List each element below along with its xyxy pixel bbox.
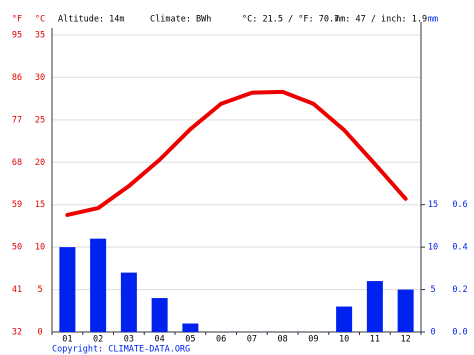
precip-bar [397,289,414,332]
y-tick-label: 20 [35,158,45,168]
inch-tick-label: 0.6 [452,200,467,210]
inch-tick-label: 0.0 [452,328,467,338]
mm-axis-label: mm [428,15,438,25]
c-axis-label: °C [35,15,45,25]
temp-line [65,89,408,217]
precip-bar [120,272,137,332]
x-tick-label: 10 [339,335,349,345]
x-tick-label: 11 [370,335,380,345]
f-tick-label: 50 [12,243,22,253]
y-tick-label: 10 [35,243,45,253]
y-tick-label: 0 [37,328,42,338]
f-tick-label: 32 [12,328,22,338]
temp-average: °C: 21.5 / °F: 70.7 [242,15,339,25]
inch-tick-label: 0.4 [452,243,467,253]
x-tick-label: 01 [62,335,72,345]
climate: Climate: BWh [150,15,211,25]
y2-tick-label: 15 [428,200,438,210]
precip-bar [182,323,199,332]
f-tick-label: 41 [12,285,22,295]
f-tick-label: 95 [12,31,22,41]
y-tick-label: 30 [35,73,45,83]
y-tick-label: 25 [35,115,45,125]
x-tick-label: 12 [401,335,411,345]
y2-tick-label: 5 [430,285,435,295]
y-tick-label: 5 [37,285,42,295]
f-axis-label: °F [12,15,22,25]
inch-tick-label: 0.2 [452,285,467,295]
x-tick-label: 05 [185,335,195,345]
precip-bar [151,298,168,332]
precip-bar [59,247,76,332]
precip-total: mm: 47 / inch: 1.9 [335,15,427,25]
precip-bar [366,281,383,332]
y-tick-label: 15 [35,200,45,210]
precip-bar [90,238,107,332]
x-tick-label: 03 [124,335,134,345]
f-tick-label: 68 [12,158,22,168]
x-tick-label: 02 [93,335,103,345]
y2-tick-label: 10 [428,243,438,253]
precip-bar [336,306,353,332]
y2-tick-label: 0 [430,328,435,338]
x-tick-label: 09 [308,335,318,345]
x-tick-label: 08 [278,335,288,345]
f-tick-label: 59 [12,200,22,210]
copyright: Copyright: CLIMATE-DATA.ORG [52,345,190,355]
f-tick-label: 86 [12,73,22,83]
altitude: Altitude: 14m [58,15,125,25]
f-tick-label: 77 [12,115,22,125]
x-tick-label: 04 [155,335,165,345]
y-tick-label: 35 [35,31,45,41]
x-tick-label: 06 [216,335,226,345]
x-tick-label: 07 [247,335,257,345]
